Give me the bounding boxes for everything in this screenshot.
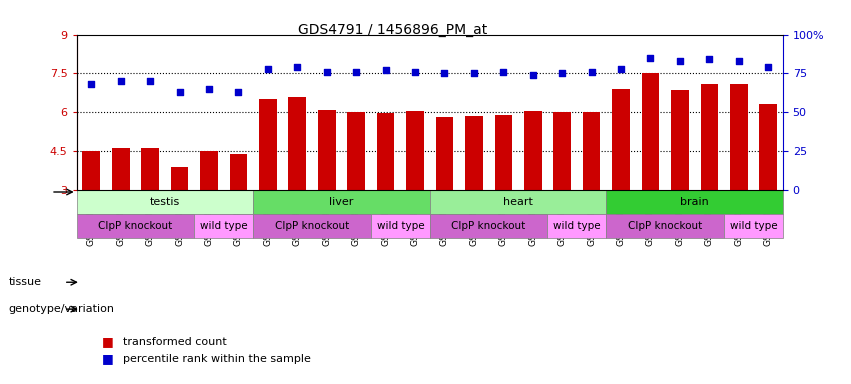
Bar <box>171 167 188 190</box>
Text: transformed count: transformed count <box>123 337 227 347</box>
Point <box>261 66 275 72</box>
Text: genotype/variation: genotype/variation <box>9 304 115 314</box>
Bar <box>200 151 218 190</box>
Bar <box>612 89 630 190</box>
Bar <box>700 84 718 190</box>
Text: heart: heart <box>503 197 533 207</box>
Bar <box>671 90 688 190</box>
Point <box>643 55 657 61</box>
Text: percentile rank within the sample: percentile rank within the sample <box>123 354 311 364</box>
Text: ClpP knockout: ClpP knockout <box>628 221 702 231</box>
FancyBboxPatch shape <box>606 190 783 214</box>
Point <box>496 69 510 75</box>
Point <box>408 69 422 75</box>
Point <box>173 89 186 95</box>
Text: ■: ■ <box>102 353 114 366</box>
FancyBboxPatch shape <box>254 190 430 214</box>
Text: tissue: tissue <box>9 277 42 287</box>
FancyBboxPatch shape <box>77 190 254 214</box>
Bar <box>759 104 777 190</box>
Bar <box>347 112 365 190</box>
Text: ■: ■ <box>102 335 114 348</box>
Text: liver: liver <box>329 197 354 207</box>
Point <box>762 64 775 70</box>
Bar <box>377 113 394 190</box>
Bar <box>288 97 306 190</box>
FancyBboxPatch shape <box>430 214 547 238</box>
Text: brain: brain <box>680 197 709 207</box>
Text: ClpP knockout: ClpP knockout <box>99 221 173 231</box>
Point <box>143 78 157 84</box>
Text: ClpP knockout: ClpP knockout <box>275 221 349 231</box>
Bar <box>642 73 660 190</box>
FancyBboxPatch shape <box>724 214 783 238</box>
FancyBboxPatch shape <box>194 214 254 238</box>
FancyBboxPatch shape <box>254 214 371 238</box>
FancyBboxPatch shape <box>430 190 606 214</box>
Point <box>231 89 245 95</box>
Point <box>585 69 598 75</box>
Point <box>467 70 481 76</box>
Bar <box>465 116 483 190</box>
Bar <box>406 111 424 190</box>
Bar <box>141 148 159 190</box>
Bar <box>583 112 601 190</box>
Text: ClpP knockout: ClpP knockout <box>452 221 526 231</box>
Point <box>556 70 569 76</box>
Text: wild type: wild type <box>553 221 601 231</box>
FancyBboxPatch shape <box>371 214 430 238</box>
Point <box>614 66 628 72</box>
Point <box>320 69 334 75</box>
Bar <box>524 111 541 190</box>
Bar <box>83 151 100 190</box>
Point <box>84 81 98 87</box>
Point <box>732 58 745 64</box>
Point <box>703 56 717 63</box>
Bar <box>112 148 129 190</box>
Bar <box>230 154 248 190</box>
FancyBboxPatch shape <box>547 214 606 238</box>
Point <box>673 58 687 64</box>
Point <box>379 67 392 73</box>
Bar <box>494 115 512 190</box>
Point <box>526 72 540 78</box>
Bar <box>730 84 748 190</box>
Bar <box>553 112 571 190</box>
Bar <box>259 99 277 190</box>
Text: wild type: wild type <box>200 221 248 231</box>
Point <box>290 64 304 70</box>
Point <box>203 86 216 92</box>
Text: wild type: wild type <box>729 221 777 231</box>
Point <box>350 69 363 75</box>
FancyBboxPatch shape <box>606 214 724 238</box>
FancyBboxPatch shape <box>77 214 194 238</box>
Point <box>437 70 451 76</box>
Bar <box>318 109 335 190</box>
Text: GDS4791 / 1456896_PM_at: GDS4791 / 1456896_PM_at <box>298 23 487 37</box>
Text: wild type: wild type <box>376 221 424 231</box>
Point <box>114 78 128 84</box>
Text: testis: testis <box>150 197 180 207</box>
Bar <box>436 118 454 190</box>
